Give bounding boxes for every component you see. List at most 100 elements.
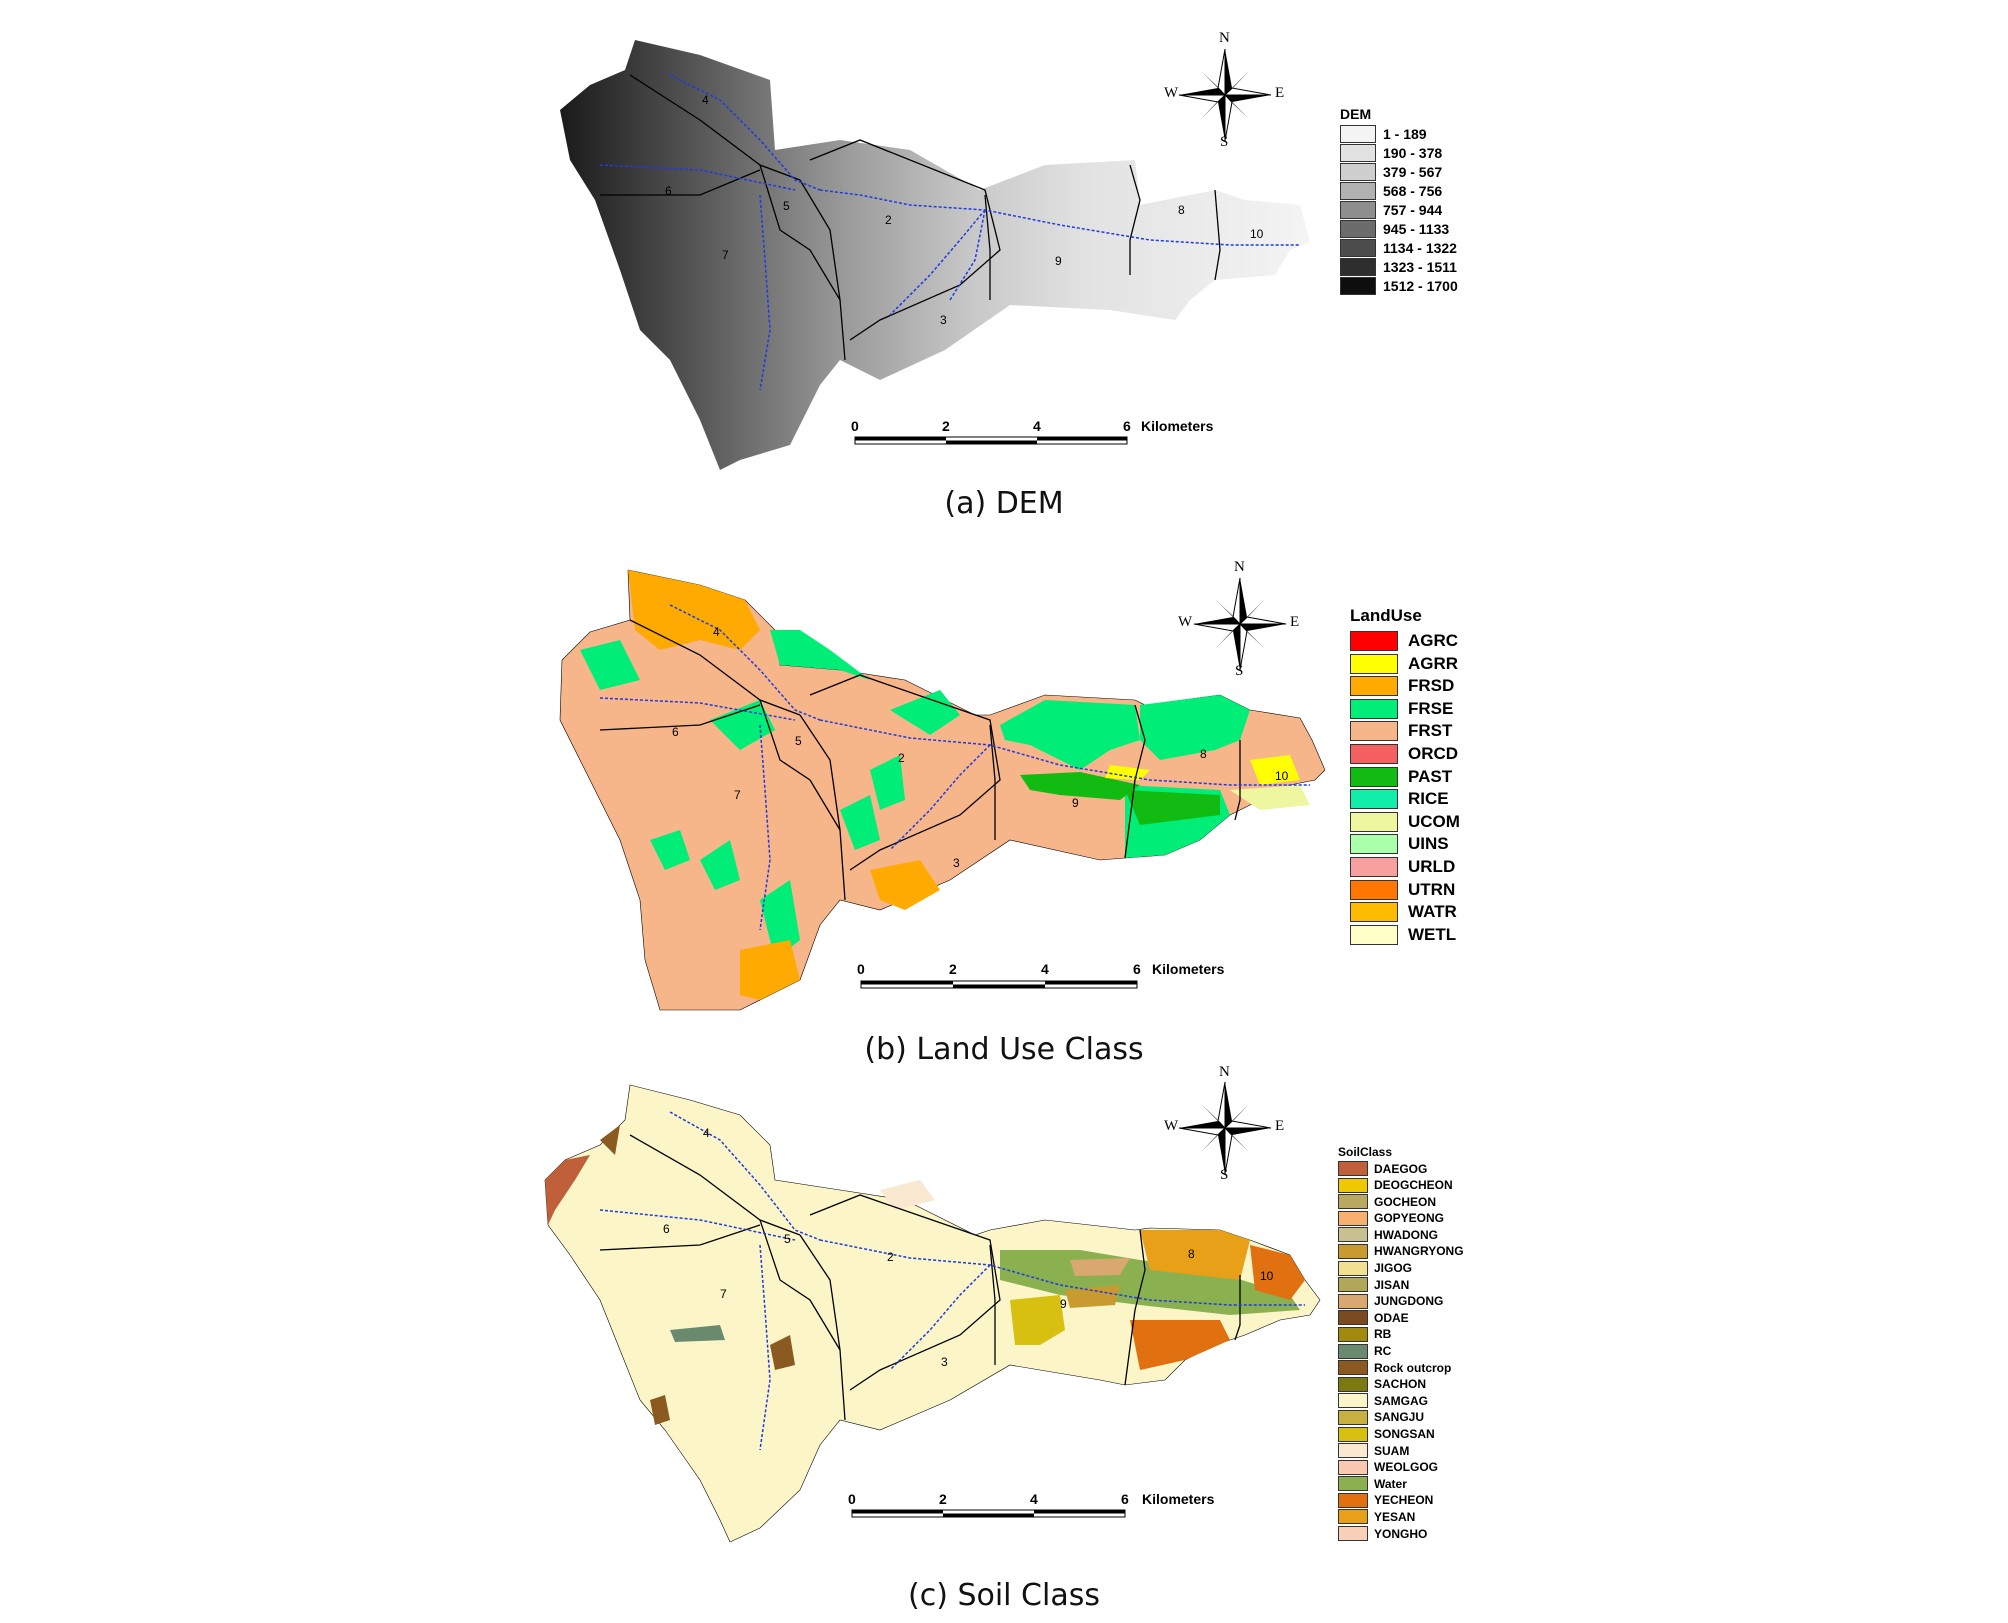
legend-swatch	[1340, 239, 1376, 257]
legend-swatch	[1338, 1161, 1368, 1176]
legend-item: UINS	[1350, 834, 1460, 855]
legend-swatch	[1338, 1343, 1368, 1359]
legend-title: LandUse	[1350, 606, 1422, 625]
legend-label: WEOLGOG	[1374, 1460, 1438, 1475]
legend-swatch	[1338, 1376, 1368, 1392]
scale-bar	[851, 1509, 1126, 1518]
legend-label: RC	[1374, 1344, 1392, 1359]
subbasin-label: 3	[953, 856, 960, 870]
subbasin-label: 4	[703, 1126, 710, 1140]
dem-map-panel: 4 6 5 2 7 3 9 8 10 N S E W 0 2 4 6 K	[0, 0, 2008, 540]
dem-map: 4 6 5 2 7 3 9 8 10	[560, 40, 1310, 470]
legend-swatch	[1350, 631, 1398, 651]
legend-swatch	[1338, 1326, 1368, 1342]
compass-west-label: W	[1164, 1118, 1179, 1134]
legend-item: RICE	[1350, 789, 1460, 810]
legend-swatch	[1350, 743, 1398, 764]
subbasin-label: 4	[713, 625, 720, 639]
legend-item: AGRC	[1350, 631, 1460, 651]
legend-swatch	[1338, 1260, 1368, 1276]
subbasin-label: 10	[1260, 1269, 1274, 1283]
legend-swatch	[1340, 163, 1376, 181]
compass-east-label: E	[1290, 614, 1300, 630]
subbasin-label: 2	[885, 213, 892, 227]
legend-item: YESAN	[1338, 1509, 1464, 1525]
legend-swatch	[1340, 144, 1376, 162]
legend-swatch	[1340, 125, 1376, 143]
legend-item: DEOGCHEON	[1338, 1177, 1464, 1193]
legend-label: 379 - 567	[1383, 164, 1443, 180]
legend-label: URLD	[1408, 856, 1456, 876]
landuse-map: 4 6 5 2 7 3 9 8 10	[559, 569, 1326, 1011]
legend-label: YONGHO	[1374, 1526, 1428, 1541]
legend-item: UCOM	[1350, 811, 1460, 832]
legend-item: UTRN	[1350, 879, 1460, 900]
legend-item: 757 - 944	[1340, 201, 1458, 219]
legend-label: AGRR	[1408, 653, 1459, 673]
legend-swatch	[1340, 201, 1376, 219]
scale-unit-label: Kilometers	[1142, 1491, 1215, 1507]
soil-map-panel: 4 6 5 2 7 3 9 8 10 N S E W 0 2 4 6 K	[0, 1064, 2008, 1623]
legend-label: 1323 - 1511	[1383, 259, 1457, 275]
legend-label: ODAE	[1374, 1310, 1409, 1325]
legend-item: RB	[1338, 1326, 1464, 1342]
subbasin-label: 6	[672, 725, 679, 739]
legend-label: YECHEON	[1374, 1493, 1434, 1508]
legend-label: JIGOG	[1374, 1261, 1413, 1276]
subbasin-label: 10	[1275, 769, 1289, 783]
scale-tick-2: 2	[949, 961, 957, 977]
legend-label: RICE	[1408, 789, 1449, 809]
legend-swatch	[1338, 1277, 1368, 1293]
legend-label: GOPYEONG	[1374, 1211, 1445, 1226]
valley-patches	[1020, 755, 1310, 825]
legend-swatch	[1340, 258, 1376, 276]
legend-swatch	[1338, 1476, 1368, 1492]
legend-item: AGRR	[1350, 653, 1460, 674]
stream-network	[599, 74, 1300, 391]
scale-tick-4: 4	[1030, 1491, 1038, 1507]
legend-item: ODAE	[1338, 1310, 1464, 1326]
subbasin-label: 2	[887, 1250, 894, 1264]
subbasin-label: 9	[1060, 1297, 1067, 1311]
legend-swatch	[1338, 1177, 1368, 1193]
compass-south-label: S	[1220, 134, 1229, 150]
legend-swatch	[1350, 676, 1398, 697]
legend-label: 190 - 378	[1383, 145, 1443, 161]
legend-label: FRSE	[1408, 698, 1454, 718]
subbasin-label: 8	[1188, 1247, 1195, 1261]
subbasin-label: 5	[795, 734, 802, 748]
legend-item: 1 - 189	[1340, 125, 1458, 143]
legend-label: SONGSAN	[1374, 1427, 1435, 1441]
legend-label: Rock outcrop	[1374, 1360, 1452, 1375]
legend-label: UINS	[1408, 834, 1449, 854]
legend-swatch	[1338, 1509, 1368, 1525]
subbasin-label: 10	[1250, 227, 1264, 241]
legend-item: YONGHO	[1338, 1526, 1464, 1542]
subbasin-boundaries	[599, 1134, 1241, 1421]
scale-tick-0: 0	[851, 418, 859, 434]
legend-label: SANGJU	[1374, 1410, 1425, 1425]
stream-network	[599, 1111, 1305, 1451]
legend-label: UCOM	[1408, 811, 1460, 831]
subbasin-label: 7	[734, 788, 741, 802]
legend-item: Water	[1338, 1476, 1464, 1492]
watershed-area	[544, 1084, 1321, 1543]
scale-tick-2: 2	[942, 418, 950, 434]
stream-network	[599, 604, 1310, 931]
legend-item: PAST	[1350, 766, 1460, 787]
scale-tick-6: 6	[1121, 1491, 1129, 1507]
legend-label: AGRC	[1408, 631, 1459, 650]
legend-item: FRSD	[1350, 676, 1460, 697]
legend-swatch	[1350, 698, 1398, 719]
soil-legend: SoilClass DAEGOG DEOGCHEON GOCHEON GOPYEONG…	[1338, 1145, 1464, 1543]
legend-item: RC	[1338, 1343, 1464, 1359]
subbasin-label: 7	[720, 1287, 727, 1301]
subbasin-label: 8	[1200, 747, 1207, 761]
legend-label: 1134 - 1322	[1383, 240, 1457, 256]
scale-tick-4: 4	[1033, 418, 1041, 434]
dem-legend: DEM 1 - 189 190 - 378 379 - 567 568 - 756 75…	[1340, 106, 1458, 296]
subbasin-label: 6	[663, 1222, 670, 1236]
legend-item: DAEGOG	[1338, 1161, 1464, 1176]
legend-item: SACHON	[1338, 1376, 1464, 1392]
legend-label: 757 - 944	[1383, 202, 1443, 218]
